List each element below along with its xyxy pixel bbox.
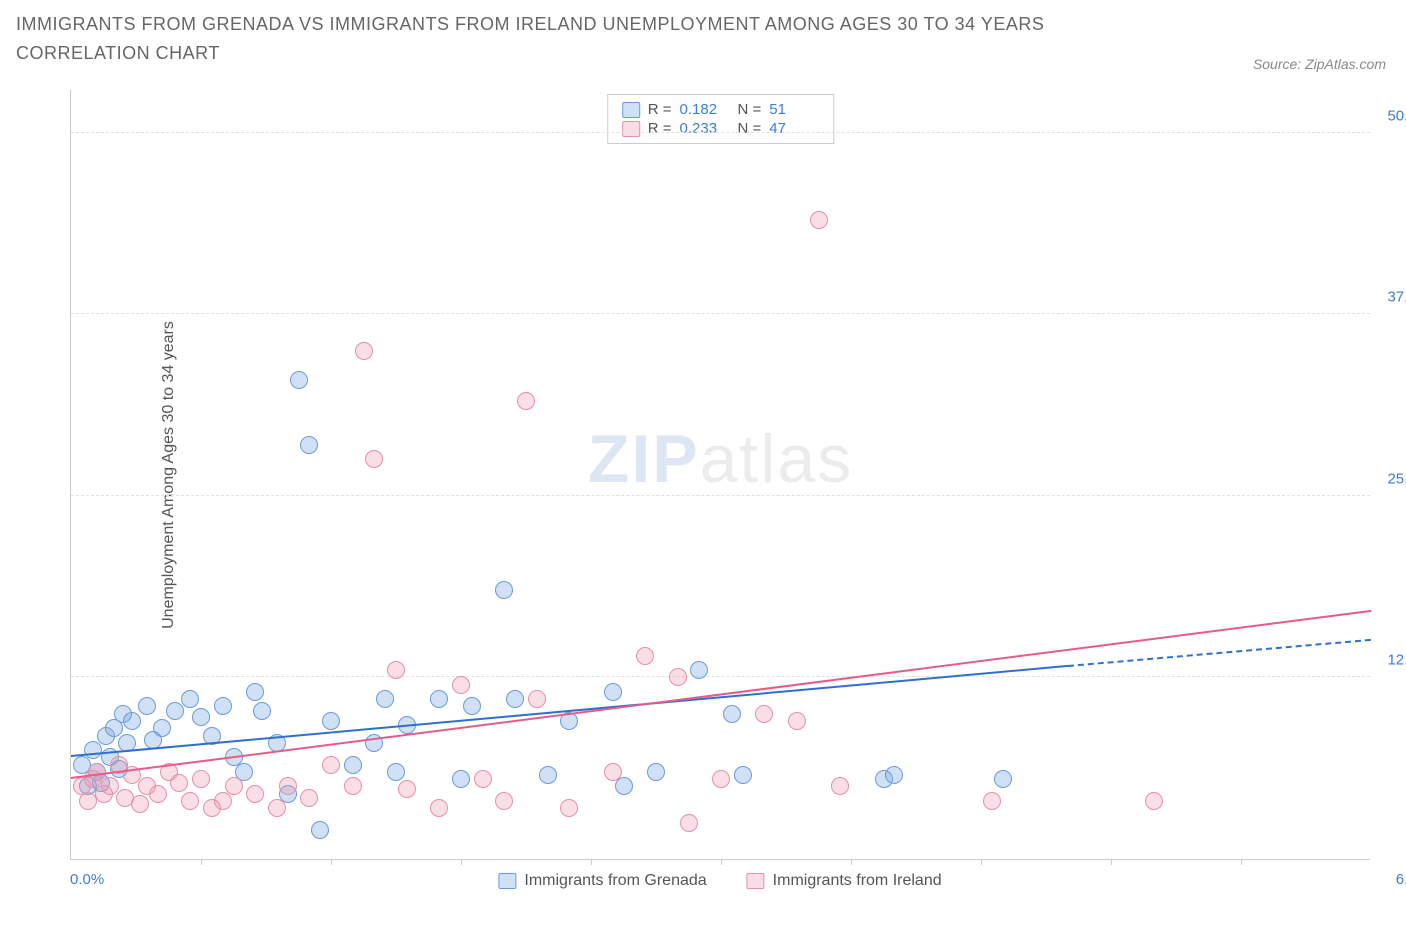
data-point [170, 774, 188, 792]
data-point [615, 777, 633, 795]
watermark: ZIPatlas [588, 420, 853, 498]
data-point [246, 785, 264, 803]
data-point [300, 436, 318, 454]
data-point [123, 712, 141, 730]
data-point [131, 795, 149, 813]
data-point [181, 690, 199, 708]
data-point [246, 683, 264, 701]
data-point [376, 690, 394, 708]
data-point [560, 799, 578, 817]
x-tick [201, 859, 202, 865]
data-point [604, 763, 622, 781]
data-point [452, 676, 470, 694]
data-point [290, 371, 308, 389]
x-tick [461, 859, 462, 865]
data-point [669, 668, 687, 686]
y-tick-label: 25.0% [1387, 470, 1406, 487]
data-point [452, 770, 470, 788]
legend-item: Immigrants from Ireland [747, 872, 942, 890]
x-tick [1241, 859, 1242, 865]
data-point [604, 683, 622, 701]
stats-legend: R =0.182N =51R =0.233N =47 [607, 94, 835, 144]
gridline [71, 676, 1370, 677]
x-tick [591, 859, 592, 865]
data-point [755, 705, 773, 723]
legend-item: Immigrants from Grenada [498, 872, 706, 890]
data-point [84, 741, 102, 759]
data-point [994, 770, 1012, 788]
data-point [344, 756, 362, 774]
data-point [495, 792, 513, 810]
plot-region: ZIPatlas R =0.182N =51R =0.233N =47 12.5… [70, 90, 1370, 860]
data-point [387, 763, 405, 781]
data-point [712, 770, 730, 788]
data-point [539, 766, 557, 784]
data-point [734, 766, 752, 784]
data-point [430, 690, 448, 708]
x-tick [331, 859, 332, 865]
data-point [355, 342, 373, 360]
x-tick [1111, 859, 1112, 865]
data-point [225, 777, 243, 795]
data-point [723, 705, 741, 723]
data-point [680, 814, 698, 832]
x-tick [721, 859, 722, 865]
data-point [344, 777, 362, 795]
data-point [387, 661, 405, 679]
gridline [71, 132, 1370, 133]
data-point [474, 770, 492, 788]
x-axis-max: 6.0% [1396, 871, 1406, 888]
data-point [268, 799, 286, 817]
data-point [495, 581, 513, 599]
y-tick-label: 50.0% [1387, 107, 1406, 124]
data-point [166, 702, 184, 720]
data-point [831, 777, 849, 795]
data-point [528, 690, 546, 708]
data-point [517, 392, 535, 410]
chart-area: Unemployment Among Ages 30 to 34 years Z… [60, 90, 1380, 860]
source-label: Source: ZipAtlas.com [1253, 56, 1386, 72]
gridline [71, 313, 1370, 314]
gridline [71, 495, 1370, 496]
y-tick-label: 12.5% [1387, 652, 1406, 669]
data-point [690, 661, 708, 679]
data-point [322, 756, 340, 774]
data-point [1145, 792, 1163, 810]
data-point [810, 211, 828, 229]
data-point [149, 785, 167, 803]
data-point [788, 712, 806, 730]
data-point [322, 712, 340, 730]
data-point [253, 702, 271, 720]
data-point [214, 697, 232, 715]
stats-legend-row: R =0.182N =51 [622, 100, 820, 119]
data-point [311, 821, 329, 839]
data-point [192, 770, 210, 788]
data-point [636, 647, 654, 665]
data-point [153, 719, 171, 737]
series-legend: Immigrants from Grenada Immigrants from I… [498, 872, 941, 890]
data-point [300, 789, 318, 807]
data-point [138, 697, 156, 715]
chart-title: IMMIGRANTS FROM GRENADA VS IMMIGRANTS FR… [16, 10, 1136, 68]
stats-legend-row: R =0.233N =47 [622, 119, 820, 138]
data-point [506, 690, 524, 708]
data-point [647, 763, 665, 781]
data-point [885, 766, 903, 784]
y-tick-label: 37.5% [1387, 289, 1406, 306]
x-axis-min: 0.0% [70, 871, 104, 888]
data-point [463, 697, 481, 715]
data-point [983, 792, 1001, 810]
x-tick [981, 859, 982, 865]
data-point [365, 450, 383, 468]
trend-line [71, 610, 1371, 779]
data-point [279, 777, 297, 795]
data-point [398, 780, 416, 798]
data-point [192, 708, 210, 726]
data-point [430, 799, 448, 817]
x-tick [851, 859, 852, 865]
data-point [181, 792, 199, 810]
